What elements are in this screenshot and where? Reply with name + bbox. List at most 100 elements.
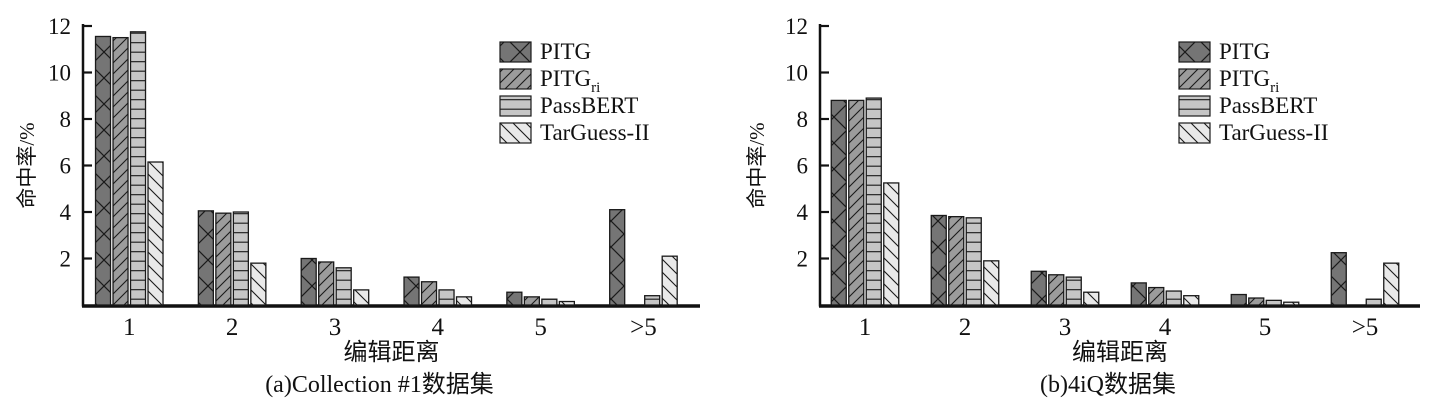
y-tick-label: 2 bbox=[60, 247, 72, 272]
bar-PITG_ri-ed3 bbox=[1048, 274, 1065, 306]
bar-TarGuess-II-ed5 bbox=[1283, 301, 1300, 306]
bar-PassBERT-ed4 bbox=[1165, 290, 1182, 306]
panel-b: 2 4 6 8 10 12 命中率/% 1 2 3 4 5 >5 PITG PITGri PassBERT Ta… bbox=[717, 0, 1434, 401]
legend-swatch-PITG_ri bbox=[1178, 68, 1211, 90]
bar-TarGuess-II-ed4 bbox=[1183, 295, 1200, 306]
bar-PassBERT-ed2 bbox=[232, 211, 250, 306]
bar-PITG_ri-ed1 bbox=[848, 99, 865, 306]
bar-PITG-ed2 bbox=[930, 214, 947, 306]
y-tick-label: 6 bbox=[797, 154, 809, 179]
y-tick-label: 6 bbox=[60, 154, 72, 179]
bar-TarGuess-II-ed2 bbox=[983, 260, 1000, 306]
y-tick-label: 8 bbox=[797, 107, 809, 132]
legend-label-main: PassBERT bbox=[540, 93, 638, 118]
bar-TarGuess-II-ed5 bbox=[558, 300, 576, 306]
legend-label-TarGuess-II: TarGuess-II bbox=[540, 120, 650, 145]
bar-PITG-ed3 bbox=[300, 257, 317, 306]
x-tick-label: 3 bbox=[329, 314, 342, 341]
legend-swatch-TarGuess-II bbox=[1178, 122, 1211, 144]
bar-TarGuess-II-ed2 bbox=[250, 262, 267, 306]
legend-label-main: PITG bbox=[540, 39, 591, 64]
y-tick-label: 4 bbox=[60, 200, 72, 225]
legend-label-PITG_ri: PITGri bbox=[540, 66, 600, 96]
bar-PITG_ri-ed2 bbox=[215, 212, 232, 306]
x-axis-title: 编辑距离 bbox=[1072, 339, 1168, 366]
y-tick-label: 4 bbox=[797, 200, 809, 225]
bar-PassBERT-edgt5 bbox=[1365, 298, 1382, 306]
legend-swatch-PassBERT bbox=[1178, 95, 1211, 117]
bar-PITG-ed3 bbox=[1030, 270, 1047, 306]
bar-PassBERT-ed1 bbox=[129, 31, 147, 306]
legend-label-main: PITG bbox=[540, 66, 591, 91]
y-axis-title: 命中率/% bbox=[745, 122, 769, 208]
bar-PITG_ri-ed4 bbox=[420, 281, 438, 306]
x-tick-label: 2 bbox=[226, 314, 239, 341]
y-tick-label: 10 bbox=[48, 61, 71, 86]
bar-TarGuess-II-ed1 bbox=[883, 182, 900, 306]
y-tick-label: 2 bbox=[797, 247, 809, 272]
bar-TarGuess-II-ed4 bbox=[455, 296, 473, 306]
bar-PITG-edgt5 bbox=[1330, 252, 1347, 306]
x-tick-label: 5 bbox=[1259, 314, 1272, 341]
x-tick-label: 1 bbox=[123, 314, 136, 341]
legend-label-main: PITG bbox=[1219, 66, 1270, 91]
x-axis-title: 编辑距离 bbox=[344, 339, 440, 366]
legend-swatch-PITG_ri bbox=[499, 68, 532, 90]
bar-PITG-edgt5 bbox=[609, 209, 626, 306]
bar-PITG-ed1 bbox=[94, 35, 112, 306]
bar-PassBERT-ed3 bbox=[1065, 276, 1082, 306]
legend-swatch-PITG bbox=[1178, 41, 1211, 63]
subplot-caption: (b)4iQ数据集 bbox=[1040, 371, 1176, 398]
bar-PassBERT-ed2 bbox=[965, 217, 982, 306]
bar-PITG-ed4 bbox=[1130, 282, 1147, 306]
x-tick-label: >5 bbox=[1352, 314, 1379, 341]
legend-label-TarGuess-II: TarGuess-II bbox=[1219, 120, 1329, 145]
bar-PITG-ed2 bbox=[197, 210, 215, 306]
legend-label-subscript: ri bbox=[591, 80, 600, 96]
legend-swatch-PassBERT bbox=[499, 95, 532, 117]
bar-TarGuess-II-ed3 bbox=[1083, 291, 1100, 306]
x-tick-label: 1 bbox=[859, 314, 872, 341]
y-axis-title: 命中率/% bbox=[15, 122, 39, 208]
y-tick-label: 8 bbox=[60, 107, 72, 132]
legend-label-main: TarGuess-II bbox=[1219, 120, 1329, 145]
legend-label-PITG: PITG bbox=[1219, 39, 1270, 64]
bar-TarGuess-II-edgt5 bbox=[661, 255, 678, 306]
bar-PITG-ed5 bbox=[1230, 293, 1247, 306]
x-tick-label: >5 bbox=[630, 314, 657, 341]
legend-label-subscript: ri bbox=[1270, 80, 1279, 96]
bar-PassBERT-ed5 bbox=[541, 298, 558, 306]
bar-TarGuess-II-ed3 bbox=[353, 289, 370, 306]
bar-PassBERT-edgt5 bbox=[644, 295, 661, 306]
bar-TarGuess-II-edgt5 bbox=[1383, 262, 1400, 306]
legend-label-PassBERT: PassBERT bbox=[1219, 93, 1317, 118]
x-tick-label: 4 bbox=[1159, 314, 1172, 341]
y-tick-label: 12 bbox=[785, 14, 808, 39]
legend-label-PassBERT: PassBERT bbox=[540, 93, 638, 118]
bar-TarGuess-II-ed1 bbox=[147, 161, 164, 306]
bar-PITG_ri-ed3 bbox=[318, 261, 335, 306]
bar-PassBERT-ed1 bbox=[865, 97, 882, 306]
bar-PITG_ri-ed5 bbox=[523, 296, 541, 306]
bar-PITG_ri-ed4 bbox=[1148, 286, 1165, 306]
legend-label-PITG_ri: PITGri bbox=[1219, 66, 1279, 96]
x-tick-label: 3 bbox=[1059, 314, 1072, 341]
legend-label-main: TarGuess-II bbox=[540, 120, 650, 145]
bar-PassBERT-ed3 bbox=[335, 267, 352, 306]
y-tick-label: 12 bbox=[48, 14, 71, 39]
subplot-caption: (a)Collection #1数据集 bbox=[265, 371, 494, 398]
bar-PITG_ri-ed5 bbox=[1248, 297, 1265, 306]
bar-PassBERT-ed4 bbox=[438, 289, 455, 306]
y-tick-label: 10 bbox=[785, 61, 808, 86]
bar-PassBERT-ed5 bbox=[1265, 299, 1282, 306]
x-tick-label: 2 bbox=[959, 314, 972, 341]
x-tick-label: 5 bbox=[534, 314, 547, 341]
x-tick-label: 4 bbox=[432, 314, 445, 341]
legend-swatch-TarGuess-II bbox=[499, 122, 532, 144]
legend-label-main: PassBERT bbox=[1219, 93, 1317, 118]
legend-swatch-PITG bbox=[499, 41, 532, 63]
panel-a: 2 4 6 8 10 12 命中率/% 1 2 3 4 5 >5 PITG PITGri PassBERT Ta… bbox=[0, 0, 717, 401]
bar-PITG-ed5 bbox=[506, 291, 523, 306]
